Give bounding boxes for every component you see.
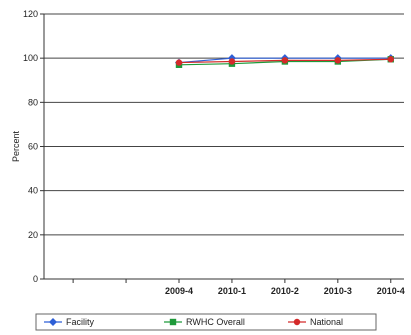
x-tick-label: 2010-2 [271, 286, 299, 296]
y-tick-label: 0 [33, 274, 38, 284]
legend-label: Facility [66, 317, 95, 327]
data-point [387, 56, 394, 63]
legend-item: Facility [44, 317, 95, 327]
data-point [334, 57, 342, 64]
legend-swatch-marker [169, 318, 177, 326]
y-axis-title: Percent [11, 130, 21, 162]
y-tick-labels: 0 20 40 60 80 100 120 [23, 9, 44, 284]
legend-item: RWHC Overall [164, 317, 245, 327]
x-tick-label: 2010-1 [218, 286, 246, 296]
gridlines [44, 13, 404, 236]
y-tick-label: 20 [28, 230, 38, 240]
legend-swatch-marker [293, 318, 301, 326]
legend-swatch-marker [49, 318, 57, 326]
series [175, 54, 395, 68]
data-point [228, 58, 236, 65]
legend-box [35, 313, 377, 331]
legend-label: National [310, 317, 343, 327]
legend-item: National [288, 317, 343, 327]
y-tick-label: 80 [28, 97, 38, 107]
x-tick-labels: 2009-4 2010-1 2010-2 2010-3 2010-4 [72, 279, 405, 296]
legend: Facility RWHC Overall National [35, 313, 377, 331]
x-tick-label: 2010-3 [324, 286, 352, 296]
data-point [175, 59, 183, 66]
y-tick-label: 60 [28, 142, 38, 152]
y-tick-label: 40 [28, 186, 38, 196]
series-national [175, 56, 394, 66]
y-tick-label: 100 [23, 53, 38, 63]
y-tick-label: 120 [23, 9, 38, 19]
x-tick-label: 2010-4 [377, 286, 405, 296]
legend-label: RWHC Overall [186, 317, 245, 327]
data-point [281, 57, 289, 64]
x-tick-label: 2009-4 [165, 286, 193, 296]
